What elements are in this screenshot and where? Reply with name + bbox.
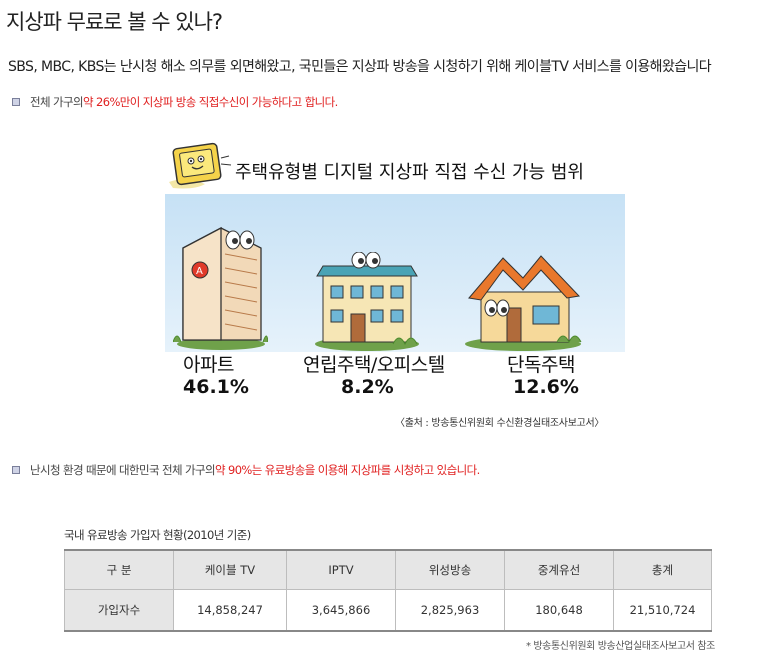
bullet-2-text: 난시청 환경 때문에 대한민국 전체 가구의: [30, 463, 216, 477]
table-header-cell: 중계유선: [504, 549, 614, 590]
bullet-line-2: 난시청 환경 때문에 대한민국 전체 가구의 약 90%는 유료방송을 이용해 …: [12, 462, 480, 478]
housing-infographic: 주택유형별 디지털 지상파 직접 수신 가능 범위 A 아파트 46.1% 연립…: [165, 140, 625, 440]
infographic-source: 〈출처 : 방송통신위원회 수신환경실태조사보고서〉: [395, 418, 605, 429]
bullet-2-highlight: 약 90%는 유료방송을 이용해 지상파를 시청하고 있습니다.: [214, 463, 480, 477]
bullet-1-highlight: 약 26%만이 지상파 방송 직접수신이 가능하다고 합니다.: [82, 95, 338, 109]
table-header-cell: 구 분: [64, 549, 174, 590]
table-header-row: 구 분 케이블 TV IPTV 위성방송 중계유선 총계: [64, 549, 712, 590]
table-cell: 2,825,963: [395, 589, 505, 632]
svg-text:A: A: [196, 266, 203, 277]
apartment-percent: 46.1%: [183, 376, 249, 398]
page-subtitle: SBS, MBC, KBS는 난시청 해소 의무를 외면해왔고, 국민들은 지상…: [8, 59, 712, 75]
table-source: * 방송통신위원회 방송산업실태조사보고서 참조: [526, 641, 715, 652]
table-header-cell: 총계: [613, 549, 712, 590]
table-cell: 14,858,247: [173, 589, 287, 632]
square-bullet-icon: [12, 98, 20, 106]
tv-mascot-icon: [169, 142, 232, 189]
table-caption: 국내 유료방송 가입자 현황(2010년 기준): [64, 528, 251, 542]
bullet-1-text: 전체 가구의: [30, 95, 84, 109]
bullet-line-1: 전체 가구의 약 26%만이 지상파 방송 직접수신이 가능하다고 합니다.: [12, 94, 338, 110]
table-header-cell: 위성방송: [395, 549, 505, 590]
row-house-label: 연립주택/오피스텔: [303, 354, 445, 376]
detached-house-label: 단독주택: [507, 354, 575, 376]
table-row: 가입자수 14,858,247 3,645,866 2,825,963 180,…: [64, 589, 712, 632]
subscriber-table: 구 분 케이블 TV IPTV 위성방송 중계유선 총계 가입자수 14,858…: [64, 549, 712, 632]
square-bullet-icon: [12, 466, 20, 474]
table-cell: 21,510,724: [613, 589, 712, 632]
table-cell: 3,645,866: [286, 589, 396, 632]
table-header-cell: 케이블 TV: [173, 549, 287, 590]
table-header-cell: IPTV: [286, 549, 396, 590]
detached-house-icon: [465, 255, 582, 351]
row-house-percent: 8.2%: [341, 376, 394, 398]
table-row-header: 가입자수: [64, 589, 174, 632]
infographic-title: 주택유형별 디지털 지상파 직접 수신 가능 범위: [235, 162, 584, 183]
apartment-label: 아파트: [183, 354, 234, 376]
page-title: 지상파 무료로 볼 수 있나?: [6, 10, 223, 34]
table-cell: 180,648: [504, 589, 614, 632]
row-house-icon: [315, 252, 419, 351]
detached-house-percent: 12.6%: [513, 376, 579, 398]
apartment-icon: A: [173, 226, 268, 350]
